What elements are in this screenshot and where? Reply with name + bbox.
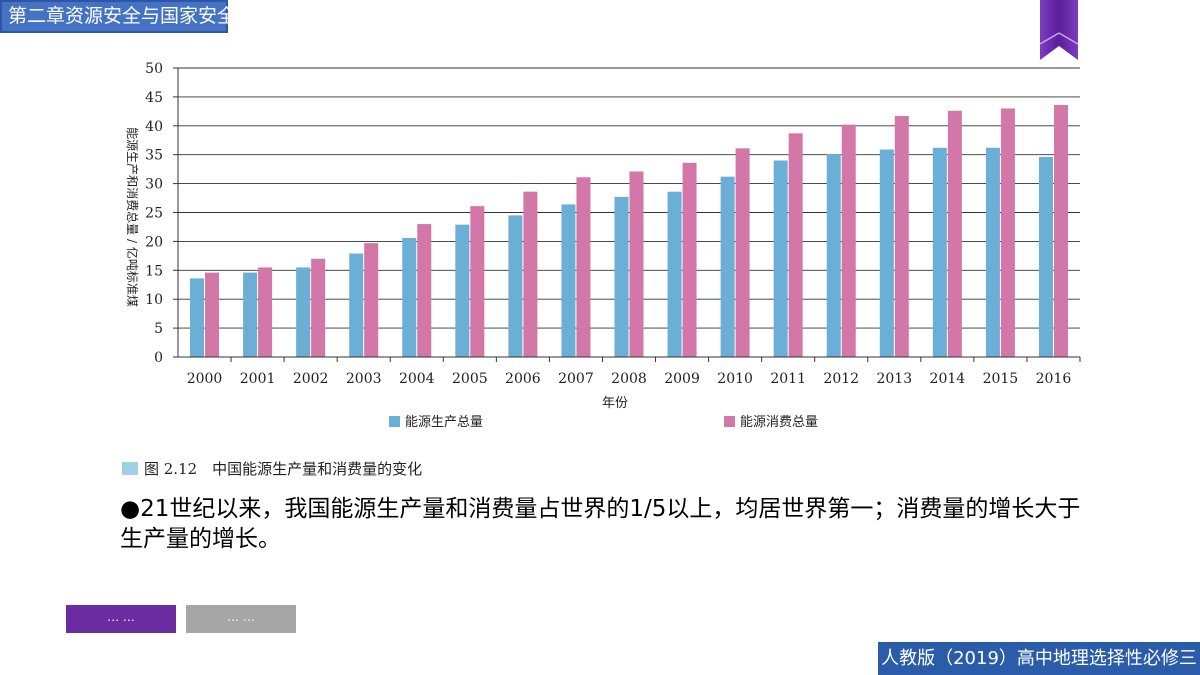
- x-tick-label: 2000: [187, 371, 223, 387]
- bar-consumption: [523, 191, 538, 357]
- bar-production: [614, 196, 629, 357]
- x-tick-label: 2003: [346, 371, 382, 387]
- figure-caption-text: 图 2.12 中国能源生产量和消费量的变化: [144, 460, 423, 478]
- y-tick-labels: 0 5 10 15 20 25 30 35 40 45 50: [145, 61, 163, 366]
- y-tick-label: 15: [145, 263, 163, 279]
- y-axis-label: 能源生产和消费总量 / 亿吨标准煤: [125, 127, 140, 307]
- bar-consumption: [629, 171, 644, 357]
- y-tick-label: 5: [154, 321, 163, 337]
- x-tick-label: 2009: [664, 371, 700, 387]
- bars: [190, 104, 1068, 358]
- y-tick-label: 45: [145, 90, 163, 106]
- caption-marker: [122, 462, 138, 475]
- primary-button[interactable]: … …: [66, 605, 176, 633]
- bar-consumption: [735, 148, 750, 357]
- legend: 能源生产总量 能源消费总量: [389, 415, 818, 430]
- legend-swatch-production: [389, 416, 400, 427]
- bookmark-ribbon-icon: [1040, 0, 1078, 60]
- x-tick-label: 2004: [399, 371, 435, 387]
- bar-consumption: [1053, 104, 1068, 357]
- bar-consumption: [470, 206, 485, 357]
- x-tick-label: 2016: [1036, 371, 1072, 387]
- bar-consumption: [894, 115, 909, 357]
- y-tick-label: 40: [145, 119, 163, 135]
- x-tick-label: 2010: [717, 371, 753, 387]
- bar-production: [561, 204, 576, 357]
- bar-consumption: [364, 243, 379, 357]
- bar-production: [720, 176, 735, 357]
- bar-production: [879, 149, 894, 357]
- grid-lines: [178, 67, 1080, 329]
- y-tick-label: 20: [145, 234, 163, 250]
- bullet-paragraph: ●21世纪以来，我国能源生产量和消费量占世界的1/5以上，均居世界第一；消费量的…: [120, 496, 1081, 552]
- x-tick-label: 2006: [505, 371, 541, 387]
- chapter-title: 第二章资源安全与国家安全: [0, 0, 236, 33]
- x-tick-labels: 2000 2001 2002 2003 2004 2005 2006 2007 2008 2009…: [187, 371, 1072, 387]
- x-tick-label: 2015: [983, 371, 1019, 387]
- bar-production: [667, 191, 682, 357]
- bar-production: [932, 147, 947, 357]
- x-tick-label: 2011: [770, 371, 806, 387]
- x-tick-label: 2002: [293, 371, 329, 387]
- bar-production: [243, 272, 258, 357]
- y-tick-label: 35: [145, 148, 163, 164]
- x-tick-label: 2014: [930, 371, 966, 387]
- y-tick-label: 30: [145, 177, 163, 193]
- bar-consumption: [682, 162, 697, 357]
- textbook-footer: 人教版（2019）高中地理选择性必修三: [878, 642, 1200, 675]
- bar-consumption: [1000, 108, 1015, 358]
- y-tick-label: 25: [145, 206, 163, 222]
- secondary-button[interactable]: … …: [186, 605, 296, 633]
- bar-consumption: [841, 124, 856, 357]
- y-tick-label: 10: [145, 292, 163, 308]
- bar-production: [826, 154, 841, 357]
- bar-consumption: [788, 133, 803, 357]
- bar-production: [1038, 157, 1053, 357]
- y-tick-label: 0: [154, 350, 163, 366]
- legend-label-consumption: 能源消费总量: [740, 415, 818, 430]
- bar-consumption: [947, 110, 962, 357]
- x-tick-label: 2013: [876, 371, 912, 387]
- bar-consumption: [205, 272, 220, 357]
- x-tick-label: 2005: [452, 371, 488, 387]
- legend-label-production: 能源生产总量: [405, 415, 483, 430]
- bar-production: [349, 253, 364, 357]
- x-tick-label: 2012: [823, 371, 859, 387]
- x-axis-label: 年份: [602, 396, 628, 411]
- bar-consumption: [417, 224, 432, 357]
- bar-production: [508, 215, 523, 357]
- bar-consumption: [576, 177, 591, 357]
- bar-production: [455, 224, 470, 357]
- bar-production: [773, 160, 788, 357]
- axes: [173, 67, 1081, 362]
- x-tick-label: 2001: [240, 371, 276, 387]
- legend-swatch-consumption: [724, 416, 735, 427]
- bar-consumption: [258, 267, 273, 357]
- bar-production: [402, 237, 417, 357]
- bar-production: [985, 147, 1000, 357]
- bar-production: [296, 267, 311, 357]
- x-tick-label: 2008: [611, 371, 647, 387]
- y-tick-label: 50: [145, 61, 163, 77]
- figure-caption: 图 2.12 中国能源生产量和消费量的变化: [122, 458, 422, 479]
- energy-chart: 0 5 10 15 20 25 30 35 40 45 50 2000 2001 2002 2003 200…: [110, 55, 1090, 435]
- bar-production: [190, 278, 205, 357]
- x-tick-label: 2007: [558, 371, 594, 387]
- bar-consumption: [311, 258, 326, 357]
